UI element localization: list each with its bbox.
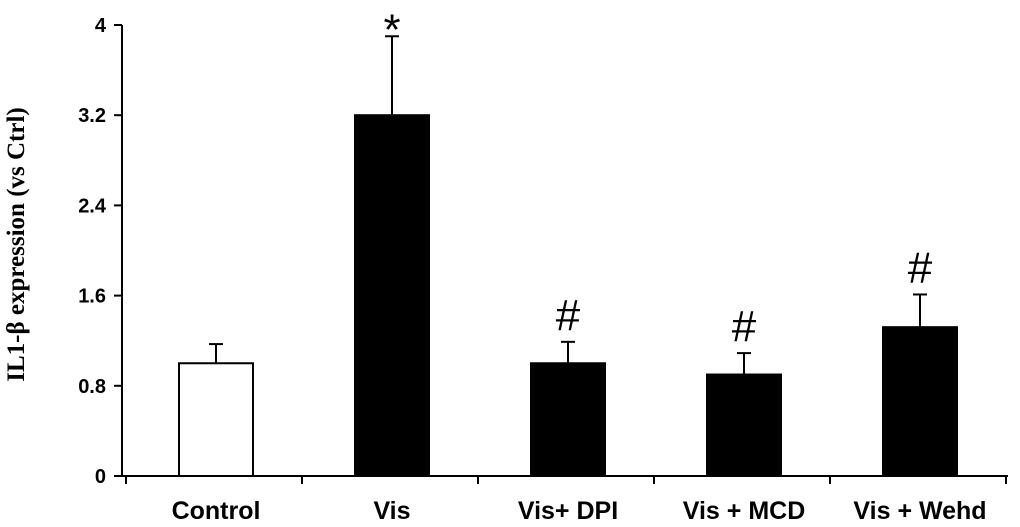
- y-tick-label: 0: [95, 466, 106, 488]
- y-tick-label: 2.4: [78, 195, 107, 217]
- significance-hash: #: [732, 302, 757, 351]
- bars: Control * Vis # Vis+ DPI # Vis + MCD # Vis + Weh…: [172, 5, 987, 525]
- y-tick-label: 4: [95, 15, 107, 37]
- y-tick-label: 0.8: [78, 376, 106, 398]
- bar-4: [882, 326, 958, 478]
- bar-2: [530, 362, 606, 477]
- x-category-label: Control: [172, 497, 261, 525]
- y-tick-label: 3.2: [78, 105, 106, 127]
- y-axis-title: IL1-β expression (vs Ctrl): [3, 107, 30, 382]
- significance-hash: #: [556, 291, 581, 340]
- y-tick-label: 1.6: [78, 286, 106, 308]
- x-category-label: Vis + Wehd: [853, 497, 986, 525]
- x-category-label: Vis+ DPI: [518, 497, 618, 525]
- x-category-label: Vis + MCD: [683, 497, 806, 525]
- significance-star: *: [383, 5, 400, 54]
- bar-3: [706, 373, 782, 477]
- bar-0: [178, 362, 254, 477]
- bar-1: [354, 114, 430, 477]
- x-category-label: Vis: [373, 497, 410, 525]
- significance-hash: #: [908, 243, 933, 292]
- x-ticks: [125, 476, 1007, 484]
- y-ticks: 0 0.8 1.6 2.4 3.2 4: [78, 15, 122, 488]
